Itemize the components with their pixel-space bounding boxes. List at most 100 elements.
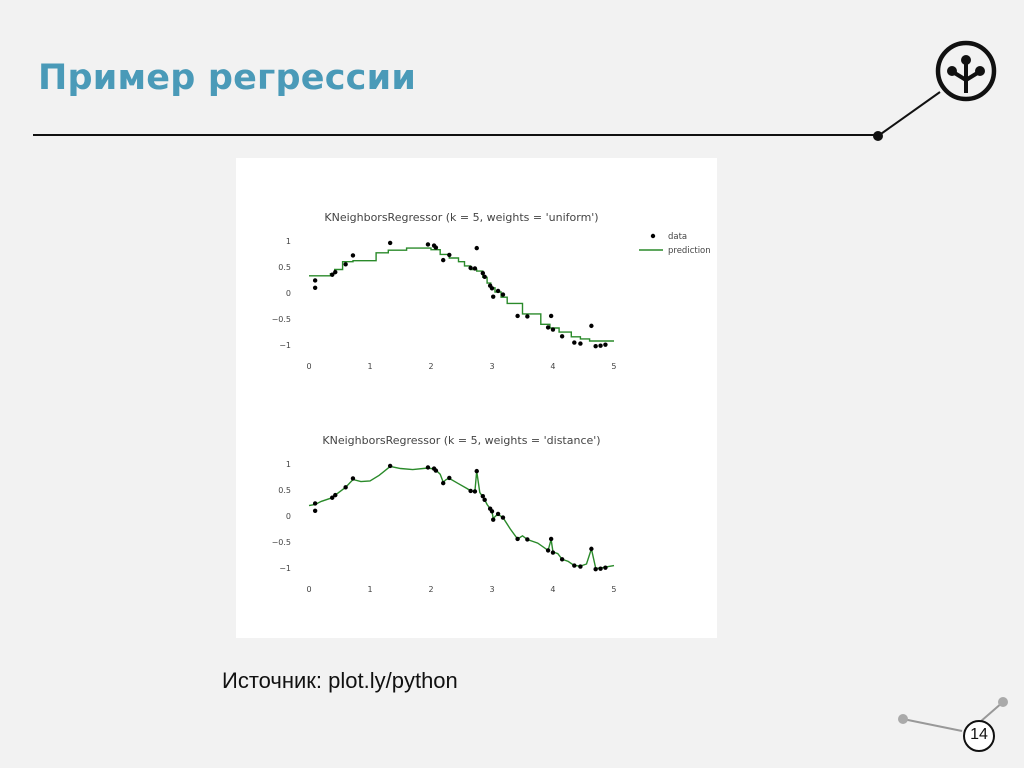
data-point <box>482 497 487 503</box>
y-tick-label: −0.5 <box>272 315 291 324</box>
data-point <box>548 313 554 319</box>
data-point <box>545 548 551 553</box>
y-tick-label: 1 <box>286 460 291 469</box>
y-tick-label: −1 <box>279 564 291 573</box>
data-point <box>578 341 583 346</box>
source-caption: Источник: plot.ly/python <box>222 668 458 693</box>
knn-regression-charts: KNeighborsRegressor (k = 5, weights = 'u… <box>272 211 711 594</box>
data-point <box>550 550 556 555</box>
legend-data-marker <box>650 233 656 239</box>
logo-connector-line <box>877 91 941 137</box>
data-point <box>482 274 487 280</box>
data-point <box>472 266 478 271</box>
page-number-circle <box>963 720 995 752</box>
data-point <box>343 485 348 490</box>
page-number: 14 <box>970 726 988 743</box>
data-point <box>433 468 439 473</box>
x-tick-label: 5 <box>611 362 616 371</box>
x-tick-label: 1 <box>367 585 372 594</box>
page-number-decoration <box>898 697 1008 752</box>
data-point <box>515 313 520 319</box>
data-point <box>489 286 495 291</box>
data-point <box>447 252 452 258</box>
x-tick-label: 2 <box>428 362 433 371</box>
slide-title: Пример регрессии <box>38 58 417 98</box>
data-point <box>495 288 501 294</box>
x-tick-label: 0 <box>307 585 312 594</box>
x-tick-label: 1 <box>367 362 372 371</box>
data-point <box>491 294 496 299</box>
y-tick-label: −0.5 <box>272 538 291 547</box>
x-tick-label: 3 <box>489 585 494 594</box>
x-tick-label: 4 <box>550 362 555 371</box>
x-tick-label: 2 <box>428 585 433 594</box>
y-tick-label: 0.5 <box>278 263 291 272</box>
data-point <box>603 565 608 570</box>
x-tick-label: 0 <box>307 362 312 371</box>
y-tick-label: 1 <box>286 237 291 246</box>
data-point <box>495 511 501 517</box>
data-point <box>312 278 318 283</box>
data-point <box>330 272 335 277</box>
legend-label-prediction: prediction <box>668 246 711 256</box>
data-point <box>441 480 446 486</box>
data-point <box>572 563 577 568</box>
data-point <box>500 515 506 520</box>
x-tick-label: 5 <box>611 585 616 594</box>
data-point <box>387 240 393 246</box>
plot-panel: KNeighborsRegressor (k = 5, weights = 'u… <box>236 158 717 638</box>
data-point <box>525 314 530 319</box>
x-tick-label: 3 <box>489 362 494 371</box>
data-point <box>330 495 335 500</box>
data-point <box>491 517 496 522</box>
data-point <box>333 492 338 498</box>
data-point <box>312 501 318 506</box>
data-point <box>441 257 446 263</box>
data-point <box>545 325 551 330</box>
data-point <box>468 488 473 494</box>
data-point <box>333 269 338 275</box>
data-point <box>468 265 473 271</box>
y-tick-label: 0 <box>286 289 291 298</box>
data-point <box>489 509 495 514</box>
data-point <box>548 536 554 542</box>
data-point <box>343 262 348 267</box>
data-point <box>350 476 356 481</box>
data-point <box>447 475 452 481</box>
y-tick-label: 0 <box>286 512 291 521</box>
data-point <box>312 508 318 513</box>
data-point <box>515 536 520 542</box>
chart-title: KNeighborsRegressor (k = 5, weights = 'u… <box>324 211 598 224</box>
prediction-series-line <box>308 465 615 569</box>
y-tick-label: −1 <box>279 341 291 350</box>
data-point <box>500 292 506 297</box>
data-point <box>559 557 565 562</box>
y-tick-label: 0.5 <box>278 486 291 495</box>
data-point <box>387 463 393 469</box>
data-point <box>472 489 478 494</box>
data-point <box>559 334 565 339</box>
data-point <box>598 343 603 348</box>
x-tick-label: 4 <box>550 585 555 594</box>
data-point <box>572 340 577 345</box>
data-point <box>525 537 530 542</box>
data-point <box>433 245 439 250</box>
tree-branch-logo-icon <box>935 40 997 102</box>
data-point <box>480 493 486 499</box>
legend-label-data: data <box>668 232 687 242</box>
data-point <box>593 344 598 349</box>
data-point <box>480 270 486 276</box>
chart-title: KNeighborsRegressor (k = 5, weights = 'd… <box>322 434 600 447</box>
data-point <box>550 327 556 332</box>
data-point <box>598 566 603 571</box>
data-point <box>350 253 356 258</box>
data-point <box>589 546 594 552</box>
data-point <box>425 465 431 470</box>
prediction-series-line <box>309 247 614 342</box>
data-point <box>578 564 583 569</box>
data-point <box>593 567 598 572</box>
data-point <box>425 242 431 247</box>
data-point <box>312 285 318 290</box>
data-point <box>589 323 594 329</box>
